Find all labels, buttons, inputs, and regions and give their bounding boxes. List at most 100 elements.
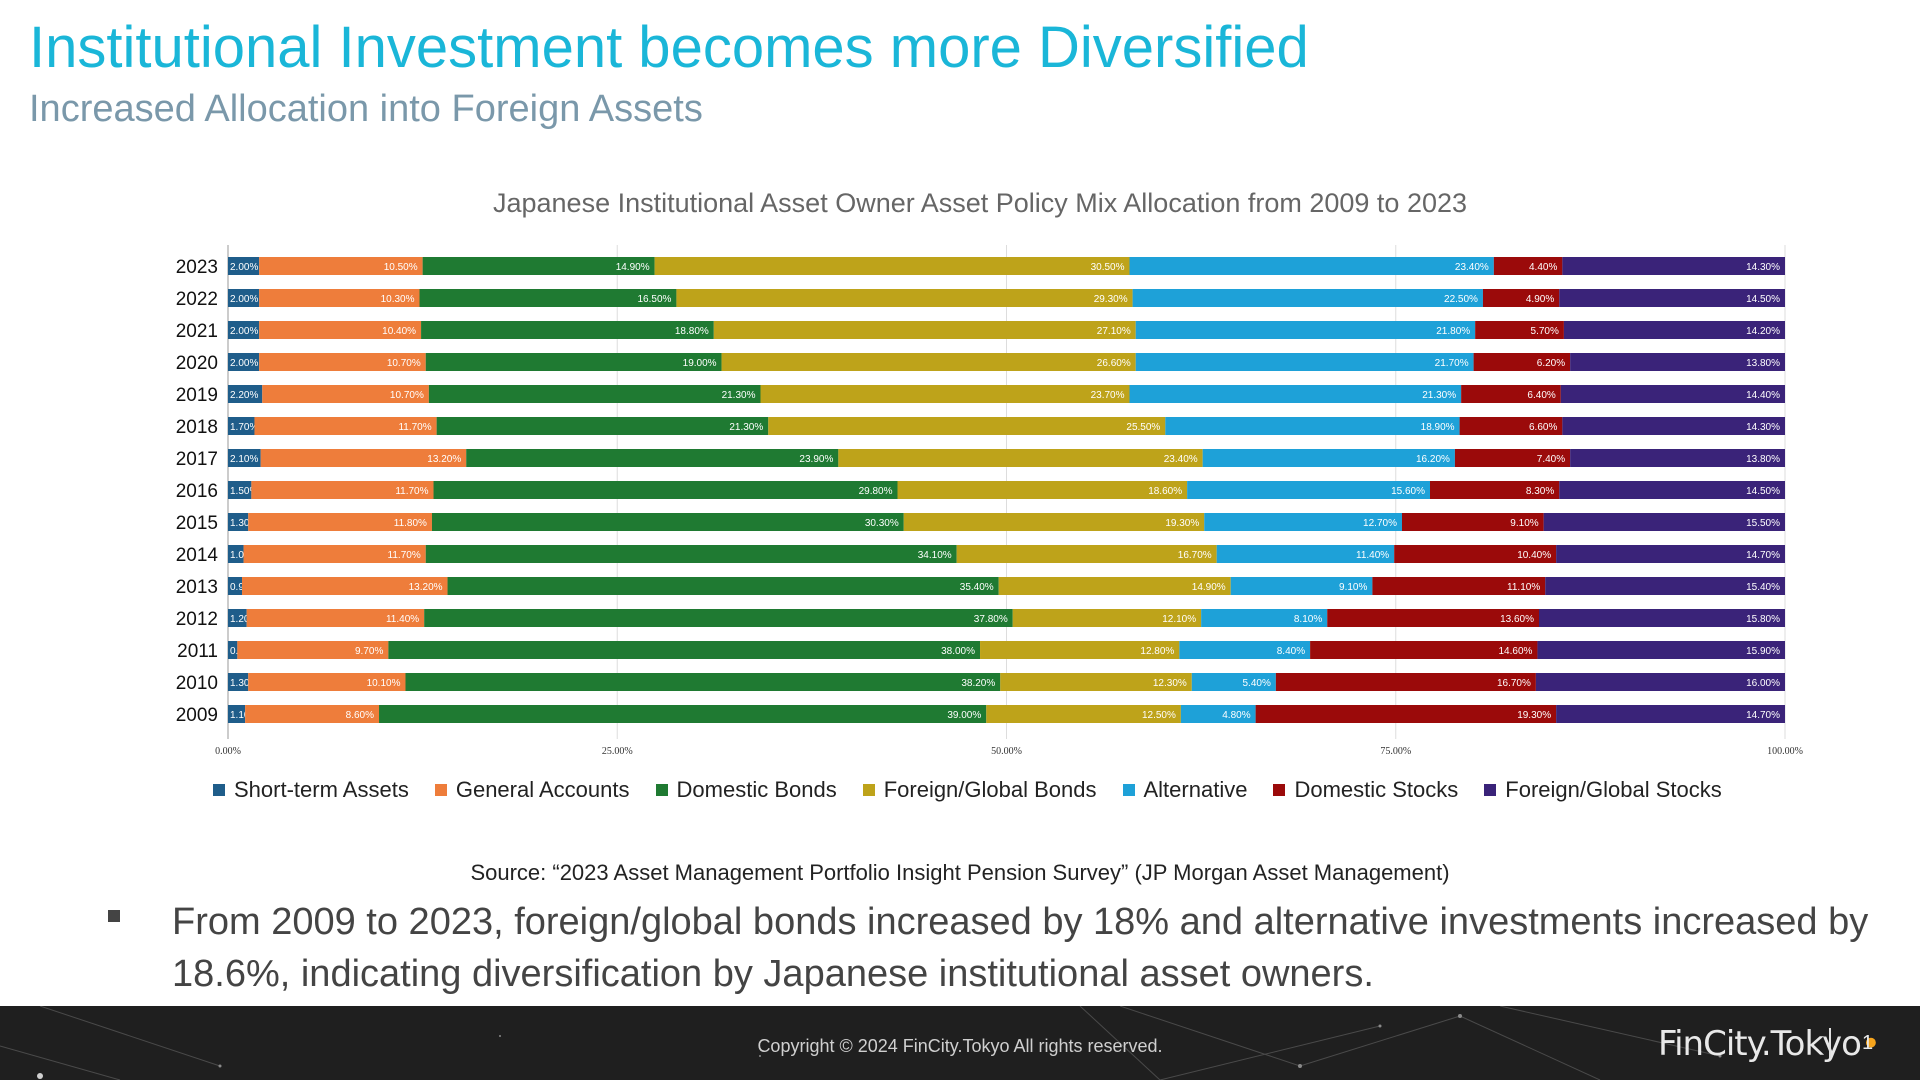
data-label: 6.60% — [1529, 422, 1557, 433]
bar-segment — [260, 449, 467, 467]
data-label: 2.10% — [230, 454, 258, 465]
data-label: 11.80% — [394, 518, 427, 529]
data-label: 1.10% — [230, 710, 258, 721]
legend-swatch — [1484, 784, 1497, 796]
bar-segment — [1461, 385, 1561, 403]
data-label: 37.80% — [974, 614, 1008, 625]
y-category-label: 2015 — [176, 513, 218, 534]
data-label: 4.40% — [1529, 262, 1557, 273]
bar-segment — [1201, 609, 1328, 627]
bar-segment — [1372, 577, 1546, 595]
data-label: 34.10% — [918, 550, 952, 561]
bar-segment — [998, 577, 1231, 595]
legend-item: Foreign/Global Bonds — [862, 777, 1097, 803]
data-label: 11.10% — [1507, 582, 1540, 593]
data-label: 23.40% — [1164, 454, 1198, 465]
data-label: 1.70% — [230, 422, 258, 433]
bar-segment — [228, 705, 246, 723]
bar-segment — [1570, 353, 1785, 371]
bar-segment — [713, 321, 1136, 339]
y-category-label: 2009 — [176, 705, 218, 726]
bar-segment — [1000, 673, 1192, 691]
bar-segment — [228, 577, 243, 595]
data-label: 13.20% — [409, 582, 443, 593]
data-label: 11.70% — [398, 422, 431, 433]
legend-label: Foreign/Global Bonds — [883, 777, 1097, 802]
legend-swatch — [1122, 784, 1135, 796]
bar-segment — [1556, 545, 1785, 563]
data-label: 14.70% — [1746, 710, 1780, 721]
bar-segment — [1454, 449, 1571, 467]
bar-segment — [245, 705, 380, 723]
data-label: 1.50% — [230, 486, 258, 497]
bar-segment — [228, 353, 260, 371]
data-label: 38.00% — [941, 646, 975, 657]
bar-segment — [228, 513, 249, 531]
y-category-label: 2017 — [176, 449, 218, 470]
bar-segment — [1559, 289, 1785, 307]
bar-segment — [676, 289, 1133, 307]
bar-segment — [1129, 257, 1494, 275]
bar-segment — [431, 513, 904, 531]
data-label: 16.50% — [637, 294, 671, 305]
data-label: 9.10% — [1339, 582, 1367, 593]
legend-item: Domestic Bonds — [655, 777, 837, 803]
bar-segment — [237, 641, 389, 659]
bar-segment — [259, 257, 423, 275]
bar-segment — [1394, 545, 1557, 563]
slide-title: Institutional Investment becomes more Di… — [29, 15, 1309, 80]
chart-legend: Short-term Assets General Accounts Domesti… — [213, 777, 1722, 803]
bar-segment — [1563, 321, 1785, 339]
legend-label: Alternative — [1143, 777, 1248, 802]
data-label: 13.20% — [427, 454, 461, 465]
bar-segment — [1482, 289, 1560, 307]
bar-segment — [1560, 385, 1785, 403]
data-label: 8.30% — [1526, 486, 1554, 497]
bar-segment — [228, 289, 260, 307]
data-label: 5.40% — [1243, 678, 1271, 689]
bar-segment — [1202, 449, 1455, 467]
bar-segment — [228, 417, 255, 435]
data-label: 2.00% — [230, 262, 258, 273]
data-label: 35.40% — [960, 582, 994, 593]
data-label: 27.10% — [1097, 326, 1131, 337]
bar-segment — [421, 321, 714, 339]
bar-segment — [422, 257, 655, 275]
data-label: 22.50% — [1444, 294, 1478, 305]
bar-segment — [1310, 641, 1538, 659]
data-label: 21.30% — [722, 390, 756, 401]
data-label: 12.10% — [1162, 614, 1196, 625]
bar-segment — [428, 385, 761, 403]
bar-segment — [1556, 705, 1785, 723]
data-label: 10.40% — [382, 326, 416, 337]
data-label: 14.30% — [1746, 422, 1780, 433]
data-label: 16.70% — [1178, 550, 1212, 561]
data-label: 2.00% — [230, 326, 258, 337]
legend-item: General Accounts — [434, 777, 630, 803]
bar-segment — [259, 289, 420, 307]
fincity-logo: FinCity.Tokyo• — [1658, 1024, 1881, 1064]
bar-segment — [242, 577, 448, 595]
bar-segment — [1135, 321, 1476, 339]
data-label: 12.70% — [1363, 518, 1397, 529]
data-label: 11.70% — [395, 486, 428, 497]
y-category-label: 2013 — [176, 577, 218, 598]
data-label: 1.20% — [230, 614, 258, 625]
bar-segment — [1327, 609, 1539, 627]
bar-segment — [1545, 577, 1785, 595]
data-label: 2.20% — [230, 390, 258, 401]
bar-segment — [768, 417, 1166, 435]
data-label: 10.50% — [384, 262, 418, 273]
legend-swatch — [213, 784, 225, 796]
data-label: 10.10% — [367, 678, 401, 689]
x-tick-label: 50.00% — [991, 746, 1022, 757]
data-label: 11.70% — [388, 550, 421, 561]
y-category-label: 2014 — [176, 545, 219, 566]
bar-segment — [248, 513, 432, 531]
bar-segment — [433, 481, 898, 499]
data-label: 7.40% — [1537, 454, 1565, 465]
data-label: 16.70% — [1497, 678, 1531, 689]
data-label: 16.00% — [1746, 678, 1780, 689]
bar-segment — [259, 321, 422, 339]
bar-segment — [1538, 609, 1785, 627]
